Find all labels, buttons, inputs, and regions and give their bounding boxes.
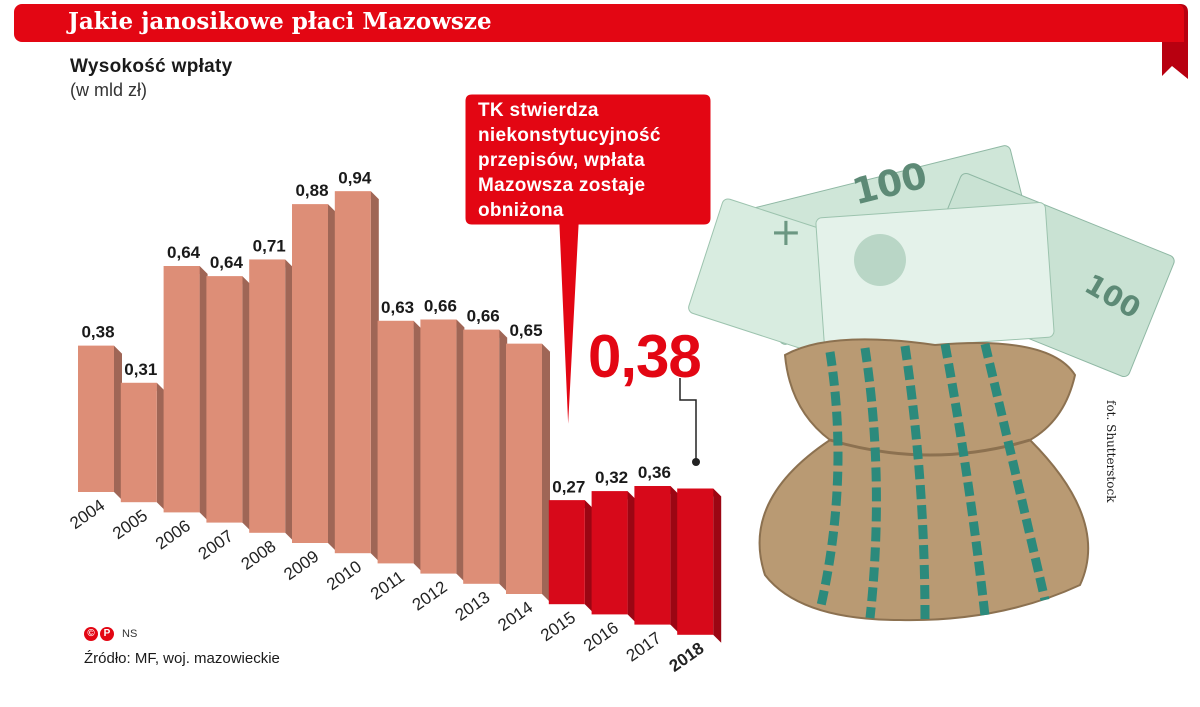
bar-side	[285, 259, 294, 541]
bar-front	[78, 345, 114, 492]
value-label: 0,64	[210, 253, 244, 272]
bar-front	[634, 486, 671, 625]
bar-2005	[120, 382, 165, 511]
copyright-icon: ©	[84, 627, 98, 641]
bar-side	[713, 488, 722, 643]
bar-front	[463, 329, 500, 584]
bar-side	[456, 319, 465, 582]
bar-front	[120, 382, 157, 503]
bar-2016	[591, 491, 636, 623]
bar-side	[584, 500, 593, 613]
bar-2004	[78, 345, 122, 500]
value-label: 0,63	[381, 298, 414, 317]
value-label: 0,71	[253, 236, 286, 255]
bar-side	[499, 329, 508, 592]
photo-credit: fot. Shutterstock	[1104, 400, 1118, 503]
svg-text:+: +	[770, 210, 802, 254]
bar-2009	[292, 204, 336, 551]
publisher-logo: © P NS	[84, 627, 137, 641]
bar-side	[370, 191, 379, 562]
bar-front	[249, 259, 286, 533]
bar-front	[292, 204, 328, 543]
value-label: 0,66	[467, 307, 500, 326]
bar-2006	[163, 266, 208, 521]
bar-front	[548, 500, 585, 605]
bar-2010	[334, 191, 379, 562]
value-label: 0,32	[595, 468, 628, 487]
bar-side	[242, 276, 251, 531]
value-label: 0,65	[509, 321, 542, 340]
value-label: 0,36	[638, 463, 671, 482]
bar-side	[542, 343, 550, 602]
value-label: 0,94	[338, 168, 372, 187]
bar-2017	[634, 486, 679, 633]
bar-2013	[463, 329, 508, 592]
author-initials: NS	[122, 628, 138, 640]
bar-front	[206, 276, 243, 523]
bar-side	[670, 486, 679, 633]
bar-side	[114, 345, 122, 500]
source-note: Źródło: MF, woj. mazowieckie	[84, 650, 280, 667]
bar-2012	[420, 319, 465, 582]
value-label: 0,66	[424, 297, 457, 316]
bar-front	[506, 343, 542, 594]
bar-side	[156, 382, 165, 511]
bar-side	[199, 266, 208, 521]
bar-side	[627, 491, 636, 623]
value-label: 0,27	[552, 477, 585, 496]
bar-front	[591, 491, 628, 615]
bar-side	[413, 320, 422, 572]
bar-2008	[249, 259, 294, 541]
bar-2011	[377, 320, 422, 572]
bar-2018	[677, 488, 722, 643]
bar-2014	[506, 343, 550, 602]
annotation-text: TK stwierdza niekonstytucyjność przepisó…	[478, 100, 661, 221]
bar-2007	[206, 276, 251, 531]
chart-subtitle: Wysokość wpłaty	[70, 56, 233, 77]
value-label: 0,38	[81, 323, 114, 342]
bar-front	[163, 266, 200, 513]
bar-side	[328, 204, 336, 551]
bar-front	[334, 191, 371, 554]
p-mark-icon: P	[100, 627, 114, 641]
value-label: 0,88	[295, 181, 328, 200]
chart-title: Jakie janosikowe płaci Mazowsze	[68, 8, 492, 35]
value-label: 0,64	[167, 243, 201, 262]
bar-front	[677, 488, 714, 635]
bar-front	[377, 320, 414, 564]
ribbon-decoration	[1150, 4, 1188, 79]
highlight-value: 0,38	[588, 323, 702, 390]
value-label: 0,31	[124, 360, 157, 379]
sack	[758, 338, 1090, 622]
bar-front	[420, 319, 457, 574]
title-bar	[14, 4, 1164, 42]
chart-unit: (w mld zł)	[70, 80, 147, 100]
bar-2015	[548, 500, 593, 613]
